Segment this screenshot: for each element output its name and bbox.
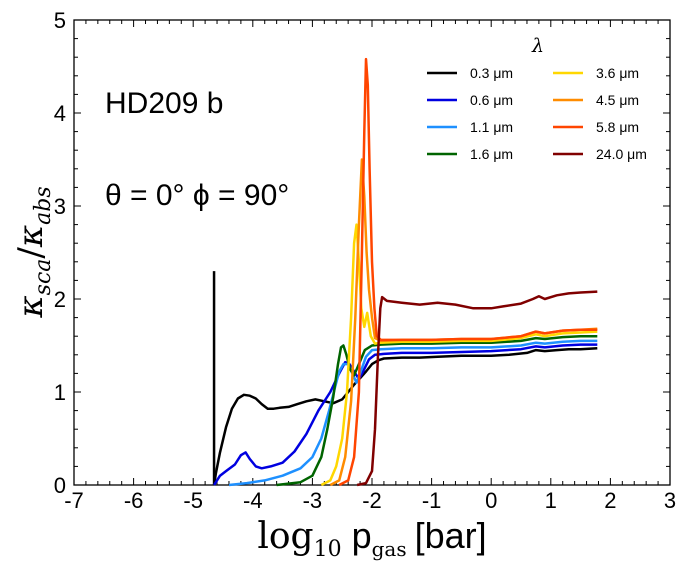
legend-title: λ	[531, 35, 544, 57]
x-axis-label: log10 pgas [bar]	[257, 515, 486, 562]
series-line-1	[213, 343, 598, 486]
series-line-7	[356, 290, 598, 487]
x-tick-label: 2	[604, 488, 616, 513]
legend-label: 4.5 μm	[596, 92, 639, 108]
legend-label: 0.3 μm	[470, 65, 513, 81]
legend-label: 24.0 μm	[596, 146, 647, 162]
y-label-kappa-sca: κ	[11, 295, 51, 318]
y-tick-label: 2	[54, 287, 66, 312]
planet-annotation: HD209 b	[105, 87, 223, 120]
y-label-abs: abs	[31, 186, 56, 225]
x-tick-label: -3	[303, 488, 323, 513]
x-label-log: log	[257, 516, 313, 557]
legend: 0.3 μm 0.6 μm 1.1 μm 1.6 μm 3.6 μm 4.5 μm 5.8 …	[427, 65, 647, 162]
y-tick-label: 0	[54, 473, 66, 498]
x-tick-label: -5	[183, 488, 203, 513]
series-line-4	[320, 223, 598, 487]
x-tick-label: 3	[664, 488, 676, 513]
legend-label: 3.6 μm	[596, 65, 639, 81]
x-label-gas: gas	[372, 537, 407, 561]
series-line-3	[276, 334, 598, 487]
x-tick-label: -6	[124, 488, 144, 513]
series-line-2	[228, 339, 598, 487]
x-label-unit: [bar]	[415, 515, 487, 556]
x-tick-label: 1	[545, 488, 557, 513]
x-tick-label: 0	[485, 488, 497, 513]
y-label-sca: sca	[31, 259, 56, 296]
axis-ticks: -7 -6 -5 -4 -3 -2 -1 0 1 2 3 0 1 2 3 4 5	[54, 8, 676, 513]
angle-annotation: θ = 0° ϕ = 90°	[105, 179, 289, 212]
x-label-p: p	[352, 515, 372, 556]
y-tick-label: 3	[54, 194, 66, 219]
x-tick-label: -7	[64, 488, 84, 513]
x-label-sub: 10	[314, 537, 342, 562]
y-label-slash: /	[11, 247, 51, 259]
y-tick-label: 1	[54, 380, 66, 405]
series-line-0	[212, 347, 598, 486]
data-series	[212, 57, 598, 487]
legend-label: 1.6 μm	[470, 146, 513, 162]
legend-label: 1.1 μm	[470, 119, 513, 135]
legend-label: 0.6 μm	[470, 92, 513, 108]
x-tick-label: -2	[362, 488, 382, 513]
x-tick-label: -1	[422, 488, 442, 513]
y-axis-label: κsca/κabs	[11, 186, 56, 318]
series-line-6	[338, 57, 598, 487]
y-tick-label: 4	[54, 101, 66, 126]
legend-label: 5.8 μm	[596, 119, 639, 135]
y-label-kappa-abs: κ	[11, 225, 51, 248]
x-tick-label: -4	[243, 488, 263, 513]
y-tick-label: 5	[54, 8, 66, 33]
